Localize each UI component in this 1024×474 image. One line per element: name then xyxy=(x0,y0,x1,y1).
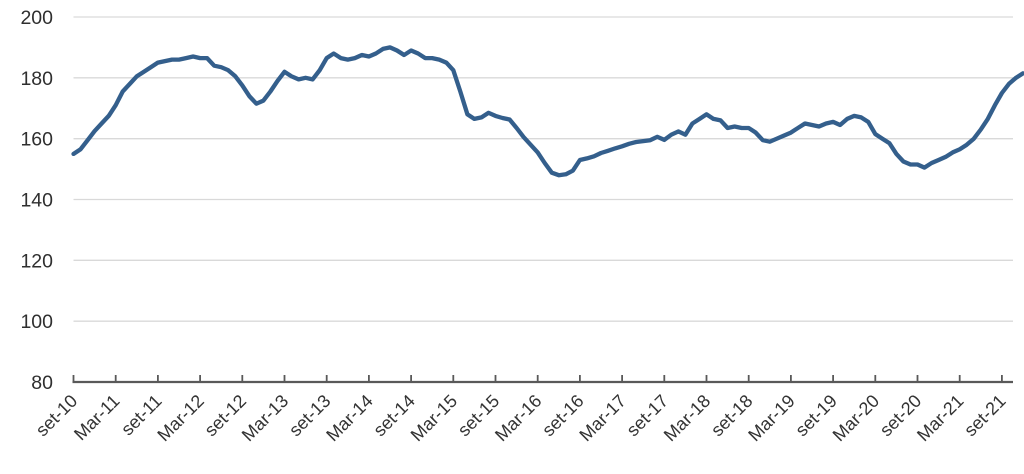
y-axis-label: 160 xyxy=(20,129,53,151)
x-axis-label: Mar-18 xyxy=(660,391,714,445)
x-axis-label: Mar-19 xyxy=(744,391,798,445)
x-axis-label: Mar-12 xyxy=(153,391,207,445)
x-axis-label: Mar-15 xyxy=(407,391,461,445)
y-axis-label: 180 xyxy=(20,68,53,90)
x-axis-label: Mar-21 xyxy=(913,391,967,445)
x-axis-label: Mar-20 xyxy=(829,391,883,445)
x-axis-label: Mar-13 xyxy=(238,391,292,445)
y-axis-label: 140 xyxy=(20,190,53,212)
x-axis-label: Mar-17 xyxy=(575,391,629,445)
x-axis-label: Mar-11 xyxy=(70,391,124,445)
x-axis-label: Mar-16 xyxy=(491,391,545,445)
y-axis-label: 120 xyxy=(20,250,53,272)
x-axis-label: set-21 xyxy=(960,391,1010,441)
y-axis-label: 200 xyxy=(20,7,53,29)
y-axis-label: 100 xyxy=(20,311,53,333)
y-axis-label: 80 xyxy=(31,372,53,394)
series-line xyxy=(71,45,1024,178)
x-axis-label: Mar-14 xyxy=(322,391,376,445)
